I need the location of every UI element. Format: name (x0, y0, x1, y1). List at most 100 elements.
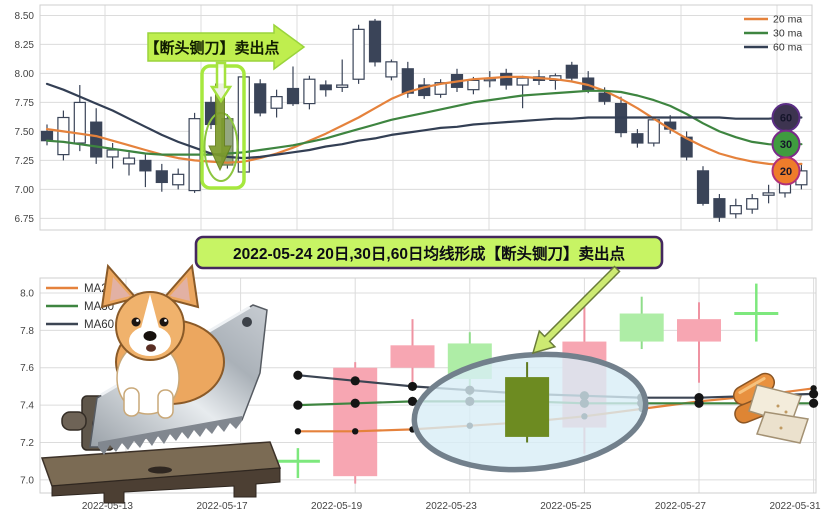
ma-marker (294, 428, 302, 435)
ma-end-badge-label: 30 (780, 139, 792, 151)
top-y-tick-label: 7.25 (15, 156, 35, 167)
ma-end-badge-label: 60 (780, 113, 792, 125)
top-chart-ma-lines (45, 75, 803, 167)
candle (172, 173, 185, 186)
bottom-sell-candle (505, 377, 550, 437)
green-arrow-icon (531, 265, 621, 355)
ma-end-badges: 60 30 20 (771, 103, 801, 186)
bottom-y-tick-label: 7.6 (20, 363, 34, 374)
candle (303, 78, 316, 105)
candle (368, 20, 382, 63)
sell-banner-arrow (147, 23, 306, 71)
candle (483, 78, 496, 82)
bottom-y-tick-label: 7.4 (20, 401, 34, 412)
legend-label: 60 ma (773, 42, 802, 54)
candle (434, 82, 447, 95)
candle (729, 205, 742, 215)
candle (122, 157, 136, 165)
ma-marker (352, 428, 359, 435)
top-y-tick-label: 8.25 (15, 40, 35, 51)
legend-label: 20 ma (773, 14, 802, 26)
top-y-tick-label: 6.75 (15, 214, 35, 225)
ma-marker (407, 381, 418, 392)
title-banner-box (194, 235, 664, 270)
bottom-y-tick-label: 7.0 (20, 475, 34, 486)
candle (57, 116, 70, 156)
candle (467, 79, 480, 91)
saw-teeth (98, 416, 242, 455)
candle (746, 198, 759, 210)
candle (319, 84, 332, 91)
bottom-x-tick-label: 2022-05-27 (655, 501, 707, 512)
candle (73, 101, 86, 144)
candle (500, 72, 513, 86)
ma-marker (350, 376, 360, 386)
ma-marker (350, 398, 360, 408)
sell-banner-text: 【断头铡刀】卖出点 (144, 39, 279, 57)
title-banner: 2022-05-24 20日,30日,60日均线形成【断头铡刀】卖出点 (194, 235, 664, 270)
bottom-y-tick-label: 7.8 (20, 326, 34, 337)
legend-label: MA60 (84, 319, 114, 331)
candle (631, 133, 644, 144)
candle (565, 64, 578, 79)
ma-marker (809, 389, 819, 399)
ma-line-20ma (45, 75, 803, 167)
sell-point-annotation: 【断头铡刀】卖出点 (144, 23, 306, 190)
bottom-x-tick-label: 2022-05-23 (426, 501, 478, 512)
bottom-x-tick-label: 2022-05-17 (196, 501, 248, 512)
candle (762, 192, 775, 196)
candle (619, 313, 664, 342)
bottom-x-tick-label: 2022-05-13 (82, 501, 134, 512)
candle (90, 121, 103, 158)
top-chart-legend: 20 ma 30 ma 60 ma (744, 14, 802, 54)
candle (286, 87, 300, 105)
candle (352, 28, 365, 80)
ma-marker (809, 398, 819, 408)
bottom-x-tick-label: 2022-05-31 (769, 501, 821, 512)
ma-line-30ma (45, 89, 803, 156)
cut-sausage-image (732, 372, 809, 444)
ma-end-badge-20 (771, 156, 801, 186)
candle (696, 170, 710, 204)
title-banner-text: 2022-05-24 20日,30日,60日均线形成【断头铡刀】卖出点 (233, 244, 625, 263)
candle (333, 367, 378, 477)
legend-label: 30 ma (773, 28, 802, 40)
candle (270, 96, 283, 109)
candle (598, 92, 611, 102)
top-chart-grid: 8.50 8.25 8.00 7.75 7.50 7.25 7.00 6.75 (15, 4, 813, 231)
candle (336, 84, 349, 88)
ma-marker (293, 400, 303, 410)
ma-line-60ma (45, 82, 803, 160)
ma-end-badge-label: 20 (780, 166, 792, 178)
top-y-tick-label: 7.50 (15, 127, 35, 138)
hollow-down-arrow-icon (209, 61, 233, 104)
candle (139, 159, 152, 172)
candle (418, 84, 431, 97)
bottom-x-tick-label: 2022-05-25 (540, 501, 592, 512)
candle (385, 61, 398, 78)
candle (390, 345, 435, 368)
ma-marker (293, 370, 303, 380)
top-y-tick-label: 7.75 (15, 98, 35, 109)
candle (155, 170, 168, 184)
pointer-arrow (531, 265, 621, 355)
candle (647, 119, 660, 144)
top-y-tick-label: 8.50 (15, 11, 35, 22)
candle (254, 83, 267, 114)
bottom-x-tick-label: 2022-05-19 (311, 501, 363, 512)
candle (677, 319, 721, 342)
corgi-saw-image (40, 263, 282, 504)
top-y-tick-label: 8.00 (15, 69, 35, 80)
ma-marker (407, 396, 418, 406)
candle (40, 130, 54, 142)
bottom-y-tick-label: 7.2 (20, 438, 34, 449)
candle (516, 77, 529, 86)
top-y-tick-label: 7.00 (15, 185, 35, 196)
candle (106, 149, 119, 158)
candle (713, 198, 726, 218)
bottom-sell-candle-layer (505, 362, 550, 443)
bottom-y-tick-label: 8.0 (20, 288, 34, 299)
candle (401, 68, 414, 94)
